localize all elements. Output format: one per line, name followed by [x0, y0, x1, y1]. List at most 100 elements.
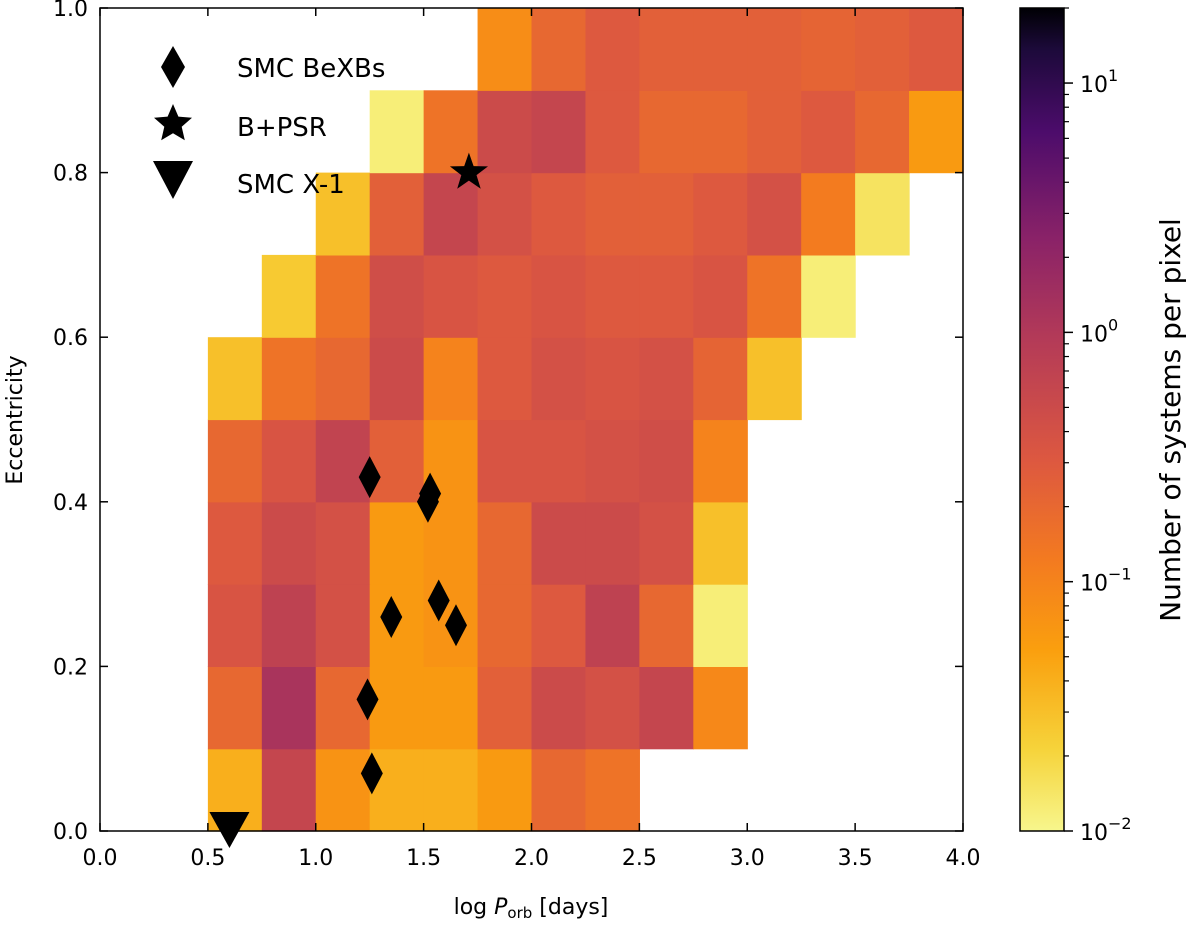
heatmap-cell	[909, 8, 964, 91]
legend-label-bexbs: SMC BeXBs	[237, 54, 385, 84]
heatmap-cell	[801, 8, 856, 91]
heatmap-cell	[369, 337, 425, 421]
heatmap-cell	[639, 8, 694, 91]
heatmap-cell	[531, 501, 587, 585]
heatmap-cell	[585, 584, 640, 667]
heatmap-cell	[747, 90, 802, 174]
heatmap-cell	[477, 337, 533, 421]
heatmap-cell	[639, 419, 694, 503]
heatmap-cell	[477, 501, 533, 585]
heatmap-cell	[477, 748, 533, 832]
smcx1-marker	[209, 812, 250, 848]
heatmap-cell	[531, 666, 587, 750]
heatmap-cell	[585, 337, 640, 421]
y-tick-label: 0.4	[53, 491, 88, 516]
heatmap-cell	[585, 90, 640, 174]
legend: SMC BeXBs B+PSR SMC X-1	[153, 46, 385, 200]
colorbar-tick-label: 100	[1080, 315, 1118, 347]
heatmap-cell	[639, 337, 694, 421]
heatmap-cell	[261, 584, 317, 667]
heatmap-cell	[909, 90, 964, 174]
heatmap-cell	[369, 172, 425, 256]
heatmap-cell	[747, 337, 802, 421]
heatmap-cell	[801, 90, 856, 174]
heatmap-cell	[747, 172, 802, 256]
heatmap-cell	[369, 501, 425, 585]
bexb-marker	[380, 596, 403, 639]
heatmap-cell	[531, 584, 587, 667]
x-tick-label: 1.0	[298, 846, 333, 871]
x-tick-label: 2.5	[622, 846, 657, 871]
heatmap-cell	[693, 337, 748, 421]
heatmap-cell	[477, 172, 533, 256]
heatmap-cell	[207, 337, 263, 421]
heatmap-cell	[369, 666, 425, 750]
bexb-marker	[427, 579, 450, 622]
heatmap-cell	[531, 748, 587, 832]
heatmap-cell	[315, 748, 371, 832]
legend-label-smcx1: SMC X-1	[237, 170, 345, 200]
heatmap-cell	[801, 254, 856, 338]
heatmap-cell	[369, 748, 425, 832]
heatmap-cell	[315, 501, 371, 585]
data-markers	[209, 152, 488, 848]
heatmap-cell	[693, 666, 748, 750]
bexb-marker	[356, 678, 379, 721]
heatmap-cell	[639, 254, 694, 338]
heatmap-cell	[585, 419, 640, 503]
bexb-marker	[444, 604, 467, 647]
heatmap-cell	[639, 90, 694, 174]
heatmap-cell	[369, 254, 425, 338]
heatmap-cell	[207, 666, 263, 750]
heatmap-cell	[477, 419, 533, 503]
legend-star-icon	[154, 104, 192, 141]
heatmap-cell	[639, 172, 694, 256]
heatmap-cell	[585, 254, 640, 338]
heatmap-cell	[477, 584, 533, 667]
x-tick-label: 2.0	[514, 846, 549, 871]
heatmap-cell	[531, 8, 587, 91]
x-tick-label: 0.0	[83, 846, 118, 871]
heatmap-cell	[423, 748, 479, 832]
heatmap-cells	[207, 8, 964, 832]
legend-triangle-down-icon	[153, 161, 193, 199]
heatmap-cell	[423, 501, 479, 585]
heatmap-cell	[693, 254, 748, 338]
heatmap-cell	[531, 337, 587, 421]
heatmap-cell	[693, 501, 748, 585]
heatmap-cell	[207, 419, 263, 503]
heatmap-cell	[639, 501, 694, 585]
heatmap-cell	[531, 172, 587, 256]
heatmap-cell	[423, 172, 479, 256]
heatmap-cell	[261, 748, 317, 832]
x-tick-label: 1.5	[406, 846, 441, 871]
legend-label-bpsr: B+PSR	[237, 113, 327, 143]
heatmap-cell	[639, 584, 694, 667]
heatmap-cell	[477, 8, 533, 91]
colorbar-tick-label: 10−1	[1080, 565, 1132, 597]
x-tick-label: 3.0	[730, 846, 765, 871]
heatmap-cell	[855, 172, 910, 256]
heatmap-cell	[423, 254, 479, 338]
heatmap-cell	[315, 172, 371, 256]
heatmap-cell	[261, 666, 317, 750]
y-tick-label: 0.6	[53, 326, 88, 351]
heatmap-cell	[639, 666, 694, 750]
heatmap-cell	[585, 501, 640, 585]
heatmap-cell	[747, 254, 802, 338]
heatmap-cell	[531, 254, 587, 338]
colorbar-title: Number of systems per pixel	[1154, 218, 1187, 622]
heatmap-cell	[585, 748, 640, 832]
bexb-marker	[358, 456, 381, 499]
heatmap-cell	[369, 419, 425, 503]
heatmap-cell	[747, 8, 802, 91]
heatmap-cell	[261, 254, 317, 338]
heatmap-cell	[693, 584, 748, 667]
heatmap-cell	[585, 8, 640, 91]
heatmap-cell	[855, 8, 910, 91]
bexb-marker	[360, 752, 383, 795]
heatmap-cell	[477, 254, 533, 338]
heatmap-cell	[315, 584, 371, 667]
heatmap-cell	[801, 172, 856, 256]
